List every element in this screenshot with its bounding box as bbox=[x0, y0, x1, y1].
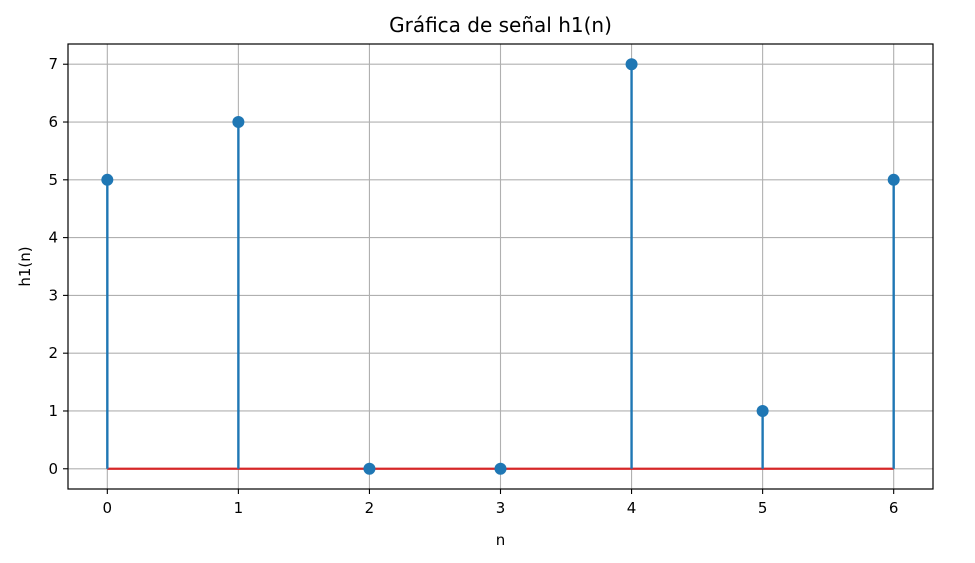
y-tick-label: 3 bbox=[48, 286, 58, 304]
y-tick-label: 5 bbox=[48, 171, 58, 189]
y-tick-label: 0 bbox=[48, 460, 58, 478]
x-tick-label: 3 bbox=[496, 499, 506, 517]
y-tick-label: 7 bbox=[48, 55, 58, 73]
x-tick-label: 0 bbox=[103, 499, 113, 517]
stem-marker bbox=[232, 116, 245, 129]
stem-marker bbox=[756, 404, 769, 417]
y-tick-label: 4 bbox=[48, 229, 58, 247]
markers-group bbox=[101, 58, 900, 475]
grid-lines bbox=[68, 44, 933, 489]
stem-marker bbox=[887, 173, 900, 186]
y-tick-label: 1 bbox=[48, 402, 58, 420]
x-tick-label: 1 bbox=[234, 499, 244, 517]
x-tick-label: 2 bbox=[365, 499, 375, 517]
stem-marker bbox=[625, 58, 638, 71]
y-axis-ticks: 0 1 2 3 4 5 6 7 bbox=[48, 55, 68, 478]
y-axis-label: h1(n) bbox=[16, 246, 34, 286]
y-tick-label: 6 bbox=[48, 113, 58, 131]
x-tick-label: 6 bbox=[889, 499, 899, 517]
stems-group bbox=[106, 64, 895, 469]
x-tick-label: 4 bbox=[627, 499, 637, 517]
x-tick-label: 5 bbox=[758, 499, 768, 517]
x-axis-ticks: 0 1 2 3 4 5 6 bbox=[103, 489, 899, 517]
stem-marker bbox=[363, 462, 376, 475]
chart-title: Gráfica de señal h1(n) bbox=[389, 13, 612, 37]
stem-marker bbox=[494, 462, 507, 475]
stem-marker bbox=[101, 173, 114, 186]
x-axis-label: n bbox=[496, 531, 506, 549]
y-tick-label: 2 bbox=[48, 344, 58, 362]
